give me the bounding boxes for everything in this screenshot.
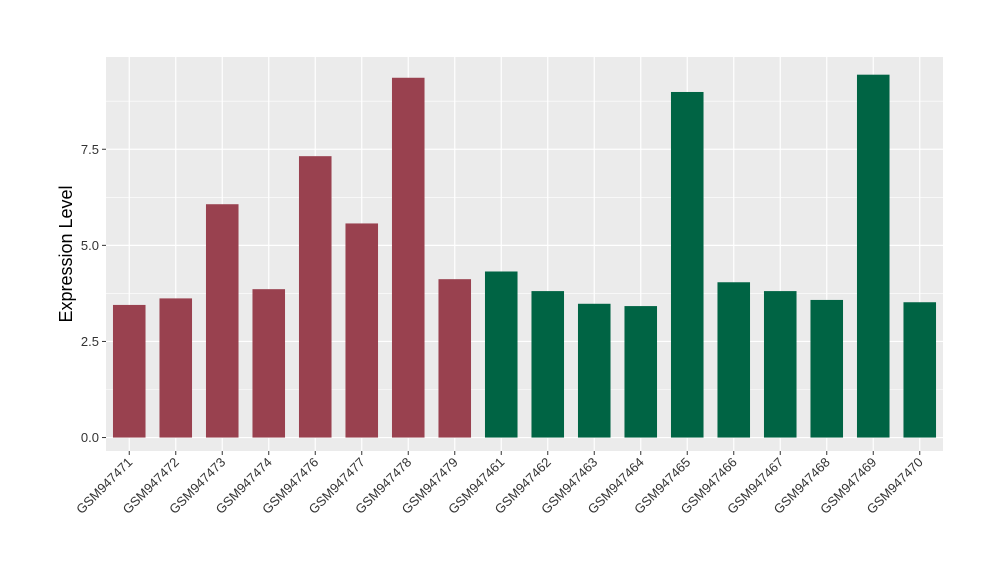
x-axis-ticks: GSM947471GSM947472GSM947473GSM947474GSM9… xyxy=(73,451,926,517)
plot-panel xyxy=(106,57,943,451)
bar-GSM947464 xyxy=(624,306,658,438)
bar-GSM947479 xyxy=(438,279,472,438)
bar-GSM947467 xyxy=(763,291,797,438)
bars xyxy=(112,74,937,438)
bar-GSM947471 xyxy=(112,304,146,438)
bar-GSM947476 xyxy=(298,156,332,438)
y-tick-label: 7.5 xyxy=(81,142,99,157)
y-tick-label: 2.5 xyxy=(81,334,99,349)
bar-GSM947465 xyxy=(670,91,704,438)
bar-GSM947466 xyxy=(717,282,751,438)
bar-GSM947469 xyxy=(856,74,890,438)
y-axis-ticks: 0.0 2.5 5.0 7.5 xyxy=(81,142,106,445)
bar-GSM947472 xyxy=(159,298,193,438)
bar-GSM947473 xyxy=(205,204,239,438)
bar-GSM947461 xyxy=(484,271,518,438)
bar-GSM947470 xyxy=(903,302,937,438)
bar-GSM947463 xyxy=(577,303,611,438)
bar-GSM947462 xyxy=(531,291,565,438)
y-tick-label: 5.0 xyxy=(81,238,99,253)
y-tick-label: 0.0 xyxy=(81,430,99,445)
bar-GSM947477 xyxy=(345,223,379,438)
bar-GSM947468 xyxy=(810,299,844,438)
y-axis-title: Expression Level xyxy=(56,185,76,322)
bar-GSM947478 xyxy=(391,77,425,438)
bar-GSM947474 xyxy=(252,289,286,438)
